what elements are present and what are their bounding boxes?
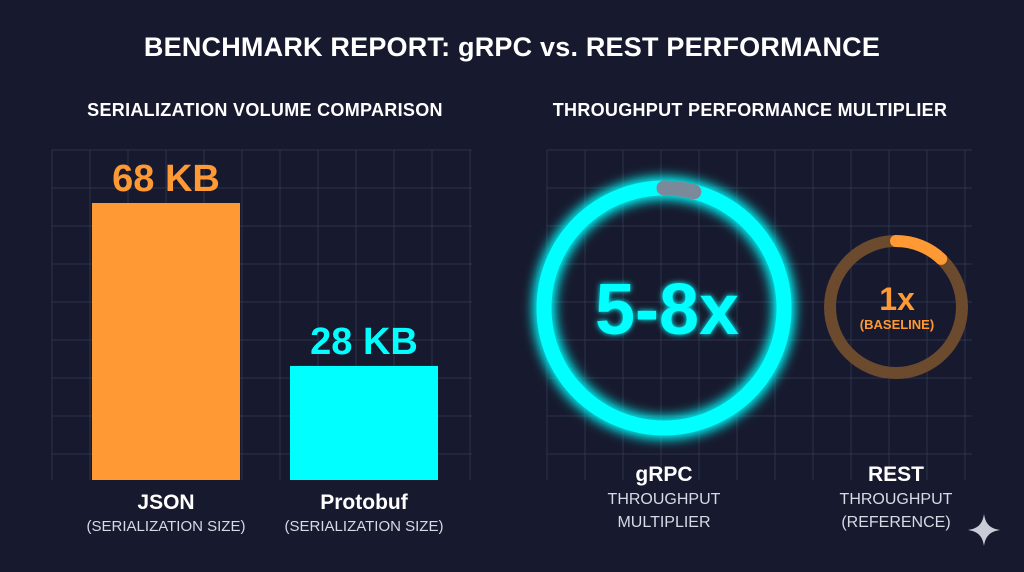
report-title: BENCHMARK REPORT: gRPC vs. REST PERFORMA… bbox=[143, 32, 881, 62]
bar-json-subtitle: (SERIALIZATION SIZE) bbox=[86, 518, 246, 535]
grpc-multiplier-value: 5-8x bbox=[595, 270, 739, 350]
grpc-label: gRPC bbox=[635, 463, 693, 486]
rest-baseline-note: (BASELINE) bbox=[860, 317, 934, 332]
bar-json bbox=[92, 203, 240, 480]
sparkle-icon bbox=[968, 514, 1000, 546]
bar-protobuf-category: Protobuf bbox=[320, 491, 408, 514]
rest-gauge-accent bbox=[890, 235, 948, 265]
rest-multiplier-value: 1x bbox=[879, 281, 915, 317]
grpc-gauge-accent bbox=[656, 180, 702, 200]
gauge-chart-title: THROUGHPUT PERFORMANCE MULTIPLIER bbox=[552, 100, 948, 120]
bar-protobuf-value-label: 28 KB bbox=[310, 321, 418, 363]
bar-protobuf bbox=[290, 365, 438, 480]
rest-sub-line-2: (REFERENCE) bbox=[841, 514, 951, 531]
grpc-sub-line-2: MULTIPLIER bbox=[617, 514, 711, 531]
rest-label: REST bbox=[867, 463, 924, 486]
bar-chart-title: SERIALIZATION VOLUME COMPARISON bbox=[87, 100, 443, 120]
grpc-sub-line-1: THROUGHPUT bbox=[607, 491, 721, 508]
bar-json-value-label: 68 KB bbox=[112, 158, 220, 200]
bar-protobuf-subtitle: (SERIALIZATION SIZE) bbox=[284, 518, 444, 535]
rest-sub-line-1: THROUGHPUT bbox=[839, 491, 953, 508]
bar-json-category: JSON bbox=[137, 491, 195, 514]
